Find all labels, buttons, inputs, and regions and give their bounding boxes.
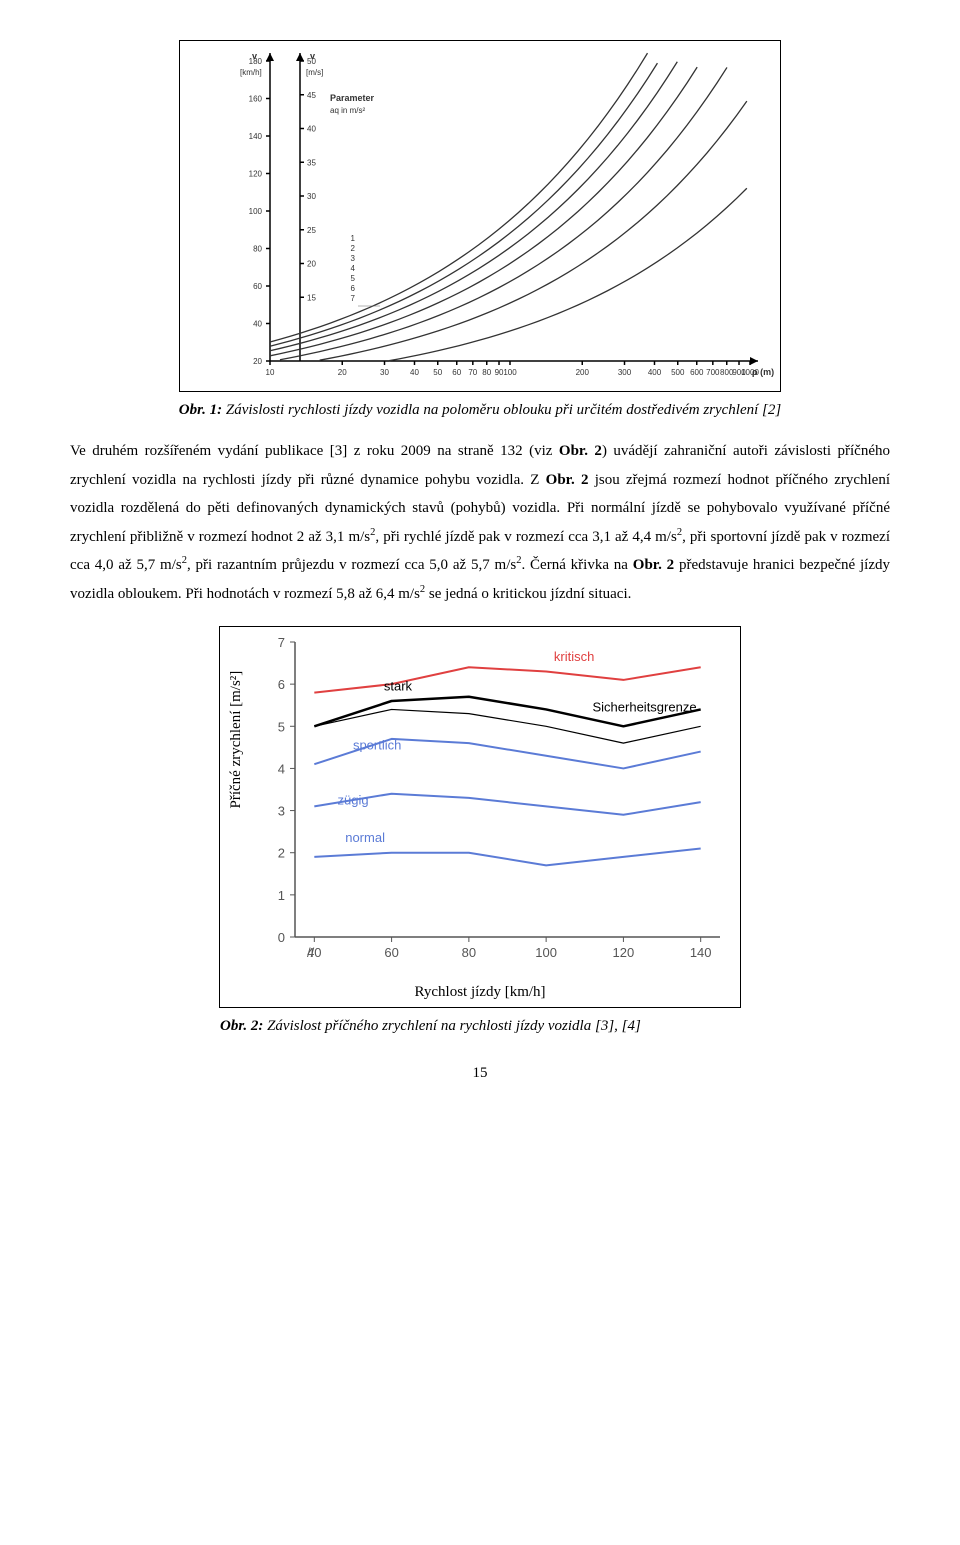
svg-text:sportlich: sportlich xyxy=(353,737,401,752)
svg-text:5: 5 xyxy=(351,274,356,283)
figure-1-caption-text: Závislosti rychlosti jízdy vozidla na po… xyxy=(222,402,781,418)
svg-text:300: 300 xyxy=(618,368,632,377)
svg-text:4: 4 xyxy=(278,761,285,776)
figure-2-caption-prefix: Obr. 2: xyxy=(220,1018,263,1034)
svg-text:80: 80 xyxy=(253,245,262,254)
svg-text:20: 20 xyxy=(307,260,316,269)
svg-text:3: 3 xyxy=(351,254,356,263)
svg-text:15: 15 xyxy=(307,293,316,302)
svg-text:40: 40 xyxy=(307,125,316,134)
svg-text://: // xyxy=(307,945,315,960)
figure-2-caption: Obr. 2: Závislost příčného zrychlení na … xyxy=(220,1018,890,1035)
svg-text:4: 4 xyxy=(351,264,356,273)
svg-text:600: 600 xyxy=(690,368,704,377)
svg-text:80: 80 xyxy=(482,368,491,377)
svg-text:40: 40 xyxy=(253,320,262,329)
svg-text:30: 30 xyxy=(380,368,389,377)
figure-2-svg: 01234567406080100120140//kritischstarkSi… xyxy=(220,627,740,977)
svg-text:2: 2 xyxy=(278,846,285,861)
page-number: 15 xyxy=(70,1065,890,1082)
svg-text:zügig: zügig xyxy=(338,792,369,807)
svg-text:0: 0 xyxy=(278,930,285,945)
svg-text:45: 45 xyxy=(307,91,316,100)
figure-1-caption: Obr. 1: Závislosti rychlosti jízdy vozid… xyxy=(70,402,890,419)
figure-1-caption-prefix: Obr. 1: xyxy=(179,402,222,418)
svg-text:120: 120 xyxy=(613,945,635,960)
svg-text:v: v xyxy=(310,51,315,61)
svg-text:160: 160 xyxy=(249,95,263,104)
svg-text:3: 3 xyxy=(278,804,285,819)
svg-text:140: 140 xyxy=(249,132,263,141)
svg-text:140: 140 xyxy=(690,945,712,960)
svg-text:7: 7 xyxy=(351,294,356,303)
figure-2-caption-text: Závislost příčného zrychlení na rychlost… xyxy=(263,1018,640,1034)
svg-text:aq in m/s²: aq in m/s² xyxy=(330,106,365,115)
figure-2-ylabel: Příčné zrychlení [m/s²] xyxy=(228,671,245,809)
svg-text:Parameter: Parameter xyxy=(330,93,375,103)
svg-text:100: 100 xyxy=(535,945,557,960)
svg-text:[m/s]: [m/s] xyxy=(306,68,323,77)
svg-text:v: v xyxy=(252,51,257,61)
svg-text:20: 20 xyxy=(253,357,262,366)
svg-text:40: 40 xyxy=(410,368,419,377)
figure-1-svg: 1801601401201008060402050454035302520151… xyxy=(180,41,780,391)
svg-text:25: 25 xyxy=(307,226,316,235)
svg-text:20: 20 xyxy=(338,368,347,377)
svg-text:60: 60 xyxy=(452,368,461,377)
svg-text:6: 6 xyxy=(278,677,285,692)
svg-text:35: 35 xyxy=(307,158,316,167)
svg-text:700: 700 xyxy=(706,368,720,377)
figure-2-xlabel: Rychlost jízdy [km/h] xyxy=(220,984,740,1001)
svg-text:200: 200 xyxy=(576,368,590,377)
svg-text:[km/h]: [km/h] xyxy=(240,68,262,77)
svg-text:7: 7 xyxy=(278,635,285,650)
svg-text:2: 2 xyxy=(351,244,356,253)
svg-text:1: 1 xyxy=(278,888,285,903)
svg-text:kritisch: kritisch xyxy=(554,649,594,664)
svg-text:80: 80 xyxy=(462,945,476,960)
svg-text:60: 60 xyxy=(253,282,262,291)
svg-text:120: 120 xyxy=(249,170,263,179)
svg-text:normal: normal xyxy=(345,830,385,845)
svg-text:ρ (m): ρ (m) xyxy=(752,367,774,377)
svg-text:5: 5 xyxy=(278,719,285,734)
svg-text:30: 30 xyxy=(307,192,316,201)
svg-text:100: 100 xyxy=(249,207,263,216)
svg-text:60: 60 xyxy=(384,945,398,960)
svg-text:50: 50 xyxy=(433,368,442,377)
svg-text:stark: stark xyxy=(384,678,413,693)
figure-1: 1801601401201008060402050454035302520151… xyxy=(179,40,781,392)
svg-text:6: 6 xyxy=(351,284,356,293)
svg-text:400: 400 xyxy=(648,368,662,377)
svg-text:1: 1 xyxy=(351,234,356,243)
svg-text:10: 10 xyxy=(266,368,275,377)
svg-text:500: 500 xyxy=(671,368,685,377)
svg-text:Sicherheitsgrenze: Sicherheitsgrenze xyxy=(593,700,697,715)
svg-text:70: 70 xyxy=(468,368,477,377)
figure-2: Příčné zrychlení [m/s²] 0123456740608010… xyxy=(219,626,741,1008)
body-paragraph: Ve druhém rozšířeném vydání publikace [3… xyxy=(70,437,890,608)
svg-text:100: 100 xyxy=(503,368,517,377)
